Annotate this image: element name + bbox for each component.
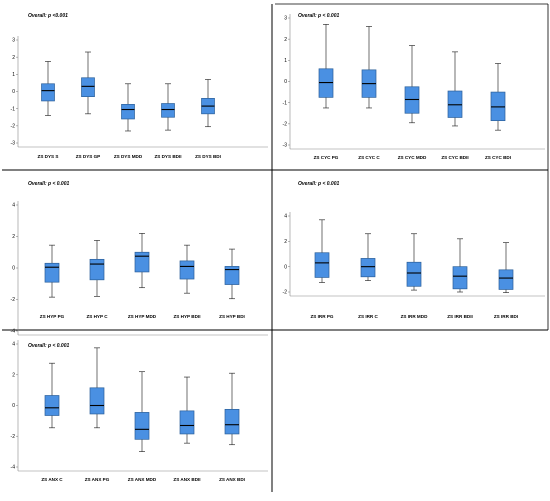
category-label: ZS HYP BDII bbox=[174, 314, 201, 319]
y-tick-label: 4 bbox=[12, 342, 15, 348]
category-label: ZS DYS GP bbox=[76, 154, 101, 159]
y-tick-label: 3 bbox=[12, 38, 15, 44]
box-iqr bbox=[179, 410, 195, 435]
overall-p-annotation: Overall: p < 0.001 bbox=[28, 181, 69, 187]
boxplot-panel-2: Overall: p < 0.001 3 2 1 0 -1 -2 -3 ZS CYC PG ZS … bbox=[283, 13, 545, 160]
category-label: ZS ANX PG bbox=[85, 477, 110, 482]
y-tick-label: 0 bbox=[12, 266, 15, 272]
y-tick-label: 0 bbox=[284, 79, 287, 85]
category-label: ZS CYC BDI bbox=[485, 155, 511, 160]
category-label: ZS ANX C bbox=[41, 477, 63, 482]
boxplot-panel-1: Overall: p <0.001 3 2 1 0 -1 -2 -3 ZS DYS S ZS DY… bbox=[11, 13, 268, 159]
y-tick-label: 4 bbox=[12, 203, 15, 209]
category-label: ZS DYS BDII bbox=[154, 154, 181, 159]
y-tick-label: -2 bbox=[283, 122, 288, 128]
y-tick-label: -1 bbox=[11, 106, 16, 112]
y-tick-label: 0 bbox=[284, 264, 287, 270]
y-tick-label: 3 bbox=[284, 16, 287, 22]
y-tick-label: 1 bbox=[12, 72, 15, 78]
category-label: ZS CYC MDD bbox=[398, 155, 427, 160]
box-iqr bbox=[314, 252, 330, 278]
box-iqr bbox=[224, 408, 240, 435]
box-iqr bbox=[44, 395, 60, 416]
category-label: ZS IRR C bbox=[358, 314, 378, 319]
overall-p-annotation: Overall: p < 0.001 bbox=[28, 343, 69, 349]
y-tick-label: 2 bbox=[284, 37, 287, 43]
y-tick-label: 0 bbox=[12, 403, 15, 409]
category-label: ZS IRR BDII bbox=[447, 314, 473, 319]
category-label: ZS IRR PG bbox=[311, 314, 334, 319]
y-tick-label: -2 bbox=[11, 297, 16, 303]
y-tick-label: -4 bbox=[11, 465, 16, 471]
y-tick-label: -3 bbox=[11, 141, 16, 147]
category-label: ZS DYS BDI bbox=[195, 154, 221, 159]
box-iqr bbox=[89, 387, 105, 415]
box-iqr bbox=[498, 269, 514, 290]
category-label: ZS IRR BDI bbox=[494, 314, 518, 319]
category-label: ZS IRR MDD bbox=[401, 314, 428, 319]
category-label: ZS ANX MDD bbox=[128, 477, 157, 482]
overall-p-annotation: Overall: p <0.001 bbox=[28, 13, 68, 19]
box-iqr bbox=[89, 258, 105, 281]
box-iqr bbox=[360, 258, 376, 278]
box-iqr bbox=[41, 83, 55, 102]
category-label: ZS ANX BDI bbox=[219, 477, 245, 482]
category-label: ZS CYC BDII bbox=[441, 155, 468, 160]
y-tick-label: 2 bbox=[12, 372, 15, 378]
category-label: ZS CYC C bbox=[358, 155, 380, 160]
boxplot-panel-4: Overall: p < 0.001 4 2 0 -2 ZS IRR PG ZS IRR C… bbox=[283, 181, 545, 319]
y-tick-label: -1 bbox=[283, 100, 288, 106]
category-label: ZS ANX BDII bbox=[173, 477, 200, 482]
box-iqr bbox=[134, 412, 150, 440]
y-tick-label: 2 bbox=[12, 55, 15, 61]
category-label: ZS DYS MDD bbox=[114, 154, 143, 159]
y-tick-label: 2 bbox=[12, 234, 15, 240]
box-iqr bbox=[121, 104, 135, 120]
overall-p-annotation: Overall: p < 0.001 bbox=[298, 181, 339, 187]
category-label: ZS HYP PG bbox=[40, 314, 65, 319]
box-iqr bbox=[134, 251, 150, 273]
category-label: ZS CYC PG bbox=[314, 155, 339, 160]
box-iqr bbox=[161, 103, 175, 118]
boxplot-panel-3: Overall: p < 0.001 4 2 0 -2 -4 ZS HYP PG ZS HYP… bbox=[11, 181, 268, 336]
y-tick-label: -2 bbox=[283, 290, 288, 296]
box-iqr bbox=[81, 77, 95, 98]
box-iqr bbox=[179, 260, 195, 280]
y-tick-label: 1 bbox=[284, 58, 287, 64]
category-label: ZS HYP MDD bbox=[128, 314, 157, 319]
y-tick-label: -2 bbox=[11, 124, 16, 130]
overall-p-annotation: Overall: p < 0.001 bbox=[298, 13, 339, 19]
box-iqr bbox=[452, 266, 468, 290]
box-iqr bbox=[44, 262, 60, 283]
category-label: ZS HYP BDI bbox=[219, 314, 245, 319]
category-label: ZS HYP C bbox=[86, 314, 108, 319]
y-tick-label: -4 bbox=[11, 329, 16, 335]
y-tick-label: 0 bbox=[12, 89, 15, 95]
boxplot-panel-5: Overall: p < 0.001 4 2 0 -2 -4 ZS ANX C ZS ANX … bbox=[11, 340, 268, 482]
y-tick-label: -3 bbox=[283, 143, 288, 149]
category-label: ZS DYS S bbox=[38, 154, 59, 159]
y-tick-label: -2 bbox=[11, 434, 16, 440]
y-tick-label: 4 bbox=[284, 214, 287, 220]
box-iqr bbox=[224, 266, 240, 285]
y-tick-label: 2 bbox=[284, 239, 287, 245]
box-iqr bbox=[406, 261, 422, 287]
